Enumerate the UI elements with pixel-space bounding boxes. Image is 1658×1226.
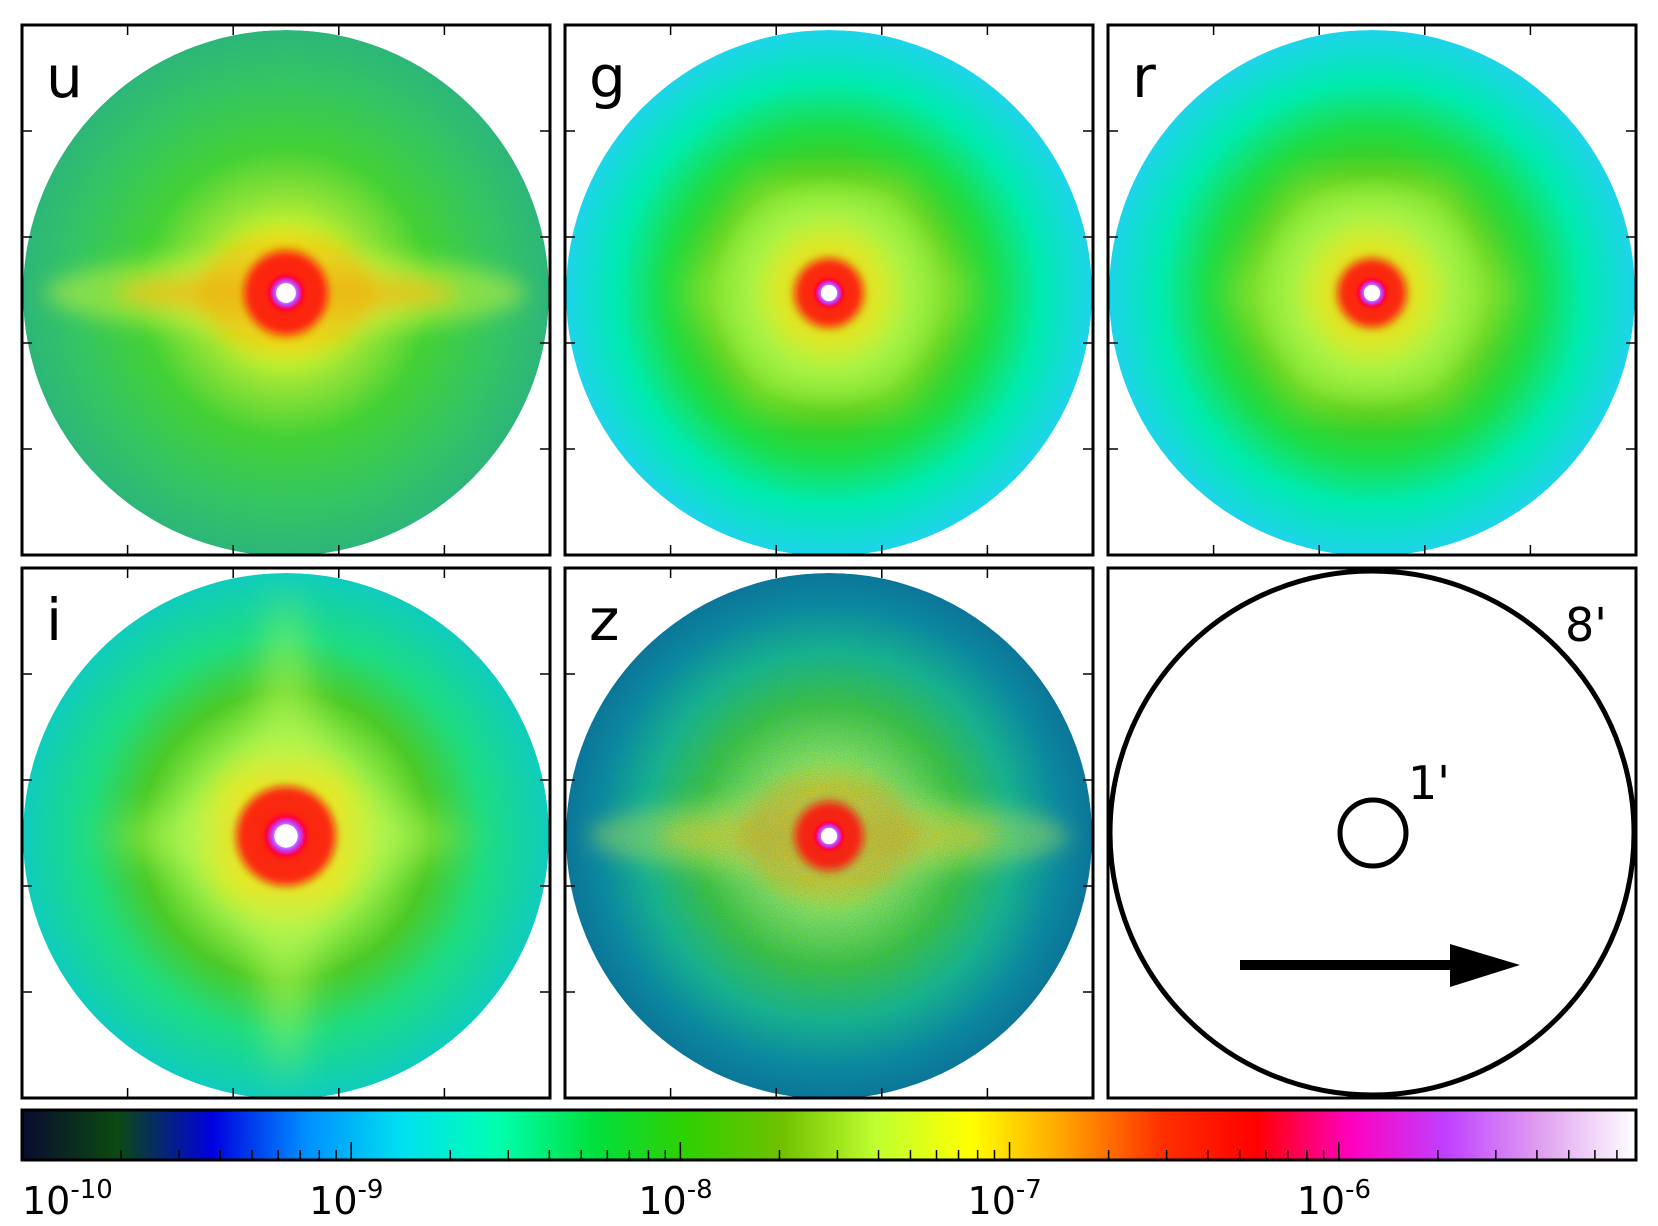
- scale-panel-frame: [1106, 566, 1638, 1100]
- core-peak: [274, 824, 298, 848]
- inner-circle-1arcmin: [1337, 797, 1409, 869]
- psf-image: [566, 30, 1092, 556]
- panel-frame: [20, 566, 552, 1100]
- panel-frame: [1106, 23, 1638, 557]
- panel-z: z: [563, 566, 1095, 1100]
- colorbar-ticks: [21, 1142, 1637, 1160]
- panel-u: u: [20, 23, 552, 557]
- colorbar-gradient: [20, 1108, 1638, 1162]
- colorbar: 10-10 10-9 10-8 10-7 10-6: [20, 1108, 1638, 1223]
- psf-image: [23, 30, 549, 556]
- psf-image: [1109, 30, 1635, 556]
- panels: u g r i z: [20, 23, 1638, 1100]
- panel-ticks: [22, 568, 550, 1098]
- core-peak: [276, 283, 296, 303]
- core-peak: [820, 284, 838, 302]
- panel-ticks: [22, 25, 550, 555]
- panel-ticks: [565, 568, 1093, 1098]
- panel-ticks: [1108, 25, 1636, 555]
- panel-frame: [563, 566, 1095, 1100]
- panel-r: r: [1106, 23, 1638, 557]
- panel-frame: [20, 23, 552, 557]
- outer-circle-label: 8': [1565, 598, 1607, 652]
- inner-circle-label: 1': [1408, 756, 1450, 810]
- colorbar-tick-label: 10-7: [968, 1175, 1042, 1223]
- psf-image: [566, 573, 1092, 1099]
- colorbar-tick-label: 10-6: [1297, 1175, 1371, 1223]
- panel-label-u: u: [46, 43, 83, 111]
- panel-i: i: [20, 566, 552, 1100]
- right-arrow-icon: [1240, 944, 1520, 987]
- colorbar-tick-label: 10-9: [309, 1175, 383, 1223]
- panel-frame: [563, 23, 1095, 557]
- core-peak: [1363, 284, 1381, 302]
- panel-label-z: z: [589, 586, 619, 654]
- panel-g: g: [563, 23, 1095, 557]
- core-peak: [820, 827, 838, 845]
- panel-label-i: i: [46, 586, 62, 654]
- psf-image: [23, 573, 549, 1099]
- panel-label-r: r: [1132, 43, 1156, 111]
- scale-panel: 8' 1': [1106, 566, 1638, 1100]
- colorbar-tick-label: 10-8: [638, 1175, 712, 1223]
- colorbar-tick-label: 10-10: [22, 1175, 113, 1223]
- panel-ticks: [565, 25, 1093, 555]
- panel-label-g: g: [589, 43, 626, 111]
- colorbar-tick-labels: 10-10 10-9 10-8 10-7 10-6: [22, 1175, 1371, 1223]
- outer-circle-8arcmin: [1107, 568, 1637, 1098]
